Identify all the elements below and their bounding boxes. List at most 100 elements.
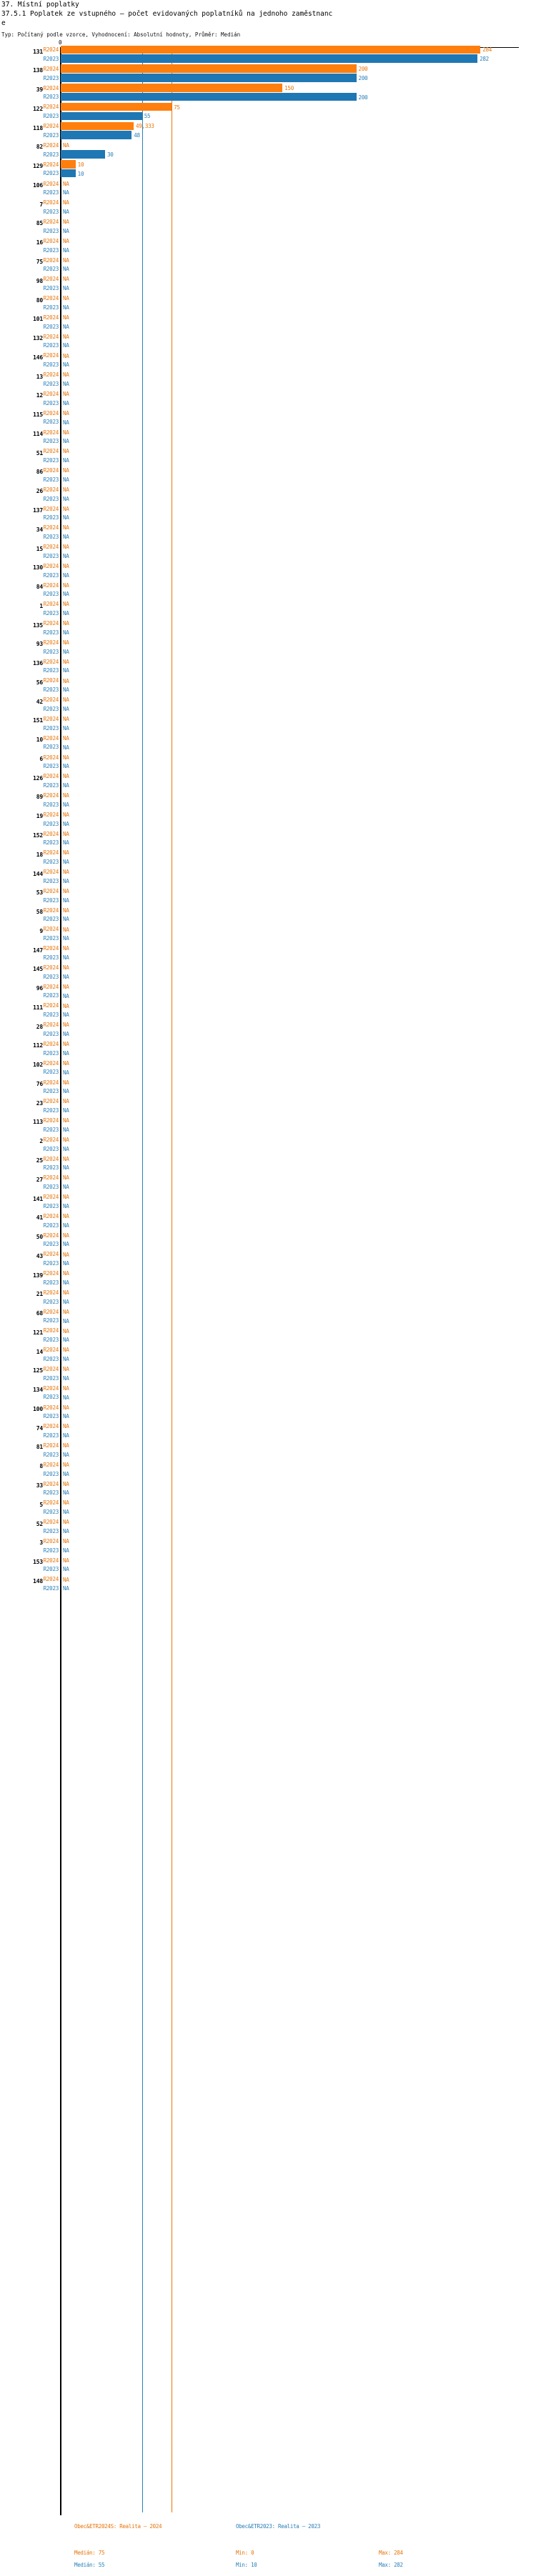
bar-value-label: NA: [63, 371, 69, 379]
series-label: R2024: [43, 715, 59, 722]
bar-value-label: NA: [63, 724, 69, 732]
bar-row-r2023: R2023 NA: [0, 514, 536, 522]
bar-value-label: NA: [63, 1069, 69, 1076]
row-label: 96: [36, 985, 43, 992]
bar[interactable]: [61, 102, 172, 111]
bar-row-r2024: R2024 NA: [0, 868, 536, 877]
bar-row-r2023: R2023 NA: [0, 1068, 536, 1077]
row-label: 86: [36, 469, 43, 476]
bar-row-r2023: R2023 NA: [0, 379, 536, 388]
bar-group: 12 R2024 NA R2023 NA: [0, 389, 536, 408]
bar-group: 21 R2024 NA R2023 NA: [0, 1287, 536, 1307]
bar-value-label: NA: [63, 1184, 69, 1191]
bar[interactable]: [61, 111, 142, 121]
bar-value-label: NA: [63, 495, 69, 502]
series-label: R2023: [43, 323, 59, 330]
bar[interactable]: [61, 84, 283, 92]
series-label: R2023: [43, 897, 59, 904]
bar-row-r2024: R2024 NA: [0, 810, 536, 819]
bar[interactable]: [61, 92, 357, 101]
series-label: R2023: [43, 1030, 59, 1037]
bar-value-label: NA: [63, 1423, 69, 1430]
bar-value-label: NA: [63, 1538, 69, 1544]
bar-value-label: NA: [63, 697, 69, 704]
series-label: R2024: [43, 295, 59, 302]
row-label: 16: [36, 239, 43, 246]
row-label: 98: [36, 277, 43, 284]
series-label: R2023: [43, 419, 59, 426]
row-label: 1: [39, 602, 43, 609]
bar-row-r2024: R2024 NA: [0, 1441, 536, 1449]
series-label: R2023: [43, 801, 59, 808]
bar-group: 43 R2024 NA R2023 NA: [0, 1249, 536, 1268]
series-label: R2024: [43, 46, 59, 54]
series-label: R2024: [43, 1461, 59, 1468]
page-section-title: 37. Místní poplatky: [1, 1, 79, 9]
bar[interactable]: [61, 131, 132, 139]
bar-value-label: NA: [63, 333, 69, 340]
series-label: R2024: [43, 467, 59, 474]
bar-row-r2024: R2024 NA: [0, 1479, 536, 1488]
bar-row-r2024: R2024 NA: [0, 1193, 536, 1202]
bar-row-r2023: R2023 NA: [0, 1202, 536, 1210]
bar-row-r2023: R2023 NA: [0, 1584, 536, 1593]
bar-group: 42 R2024 NA R2023 NA: [0, 694, 536, 714]
bar-value-label: NA: [63, 1164, 69, 1172]
bar-row-r2024: R2024 NA: [0, 829, 536, 838]
bar-row-r2023: R2023 NA: [0, 399, 536, 407]
bar-group: 3 R2024 NA R2023 NA: [0, 1536, 536, 1555]
max-2023: Max: 282: [379, 2562, 403, 2568]
series-label: R2023: [43, 1298, 59, 1305]
bar[interactable]: [61, 169, 76, 178]
series-label: R2024: [43, 1270, 59, 1277]
bar-value-label: NA: [63, 544, 69, 551]
bar-row-r2023: R2023 NA: [0, 1469, 536, 1478]
bar-group: 7 R2024 NA R2023 NA: [0, 197, 536, 216]
series-label: R2023: [43, 1126, 59, 1133]
bar-row-r2024: R2024 NA: [0, 772, 536, 781]
row-label: 41: [36, 1214, 43, 1222]
bar[interactable]: [61, 74, 357, 82]
bar-row-r2023: R2023 NA: [0, 1546, 536, 1554]
bar[interactable]: [61, 54, 478, 63]
series-label: R2023: [43, 304, 59, 311]
bar-row-r2023: R2023 200: [0, 92, 536, 101]
legend-item-2023[interactable]: Obec&ETR2023: Realita – 2023: [236, 2523, 321, 2530]
bar-group: 34 R2024 NA R2023 NA: [0, 522, 536, 541]
bar-value-label: NA: [63, 1012, 69, 1019]
bar-value-label: NA: [63, 1547, 69, 1554]
bar-value-label: NA: [63, 1442, 69, 1449]
bar-row-r2024: R2024 NA: [0, 1364, 536, 1373]
bar-row-r2023: R2023 NA: [0, 207, 536, 216]
bar-row-r2023: R2023 NA: [0, 532, 536, 541]
row-label: 153: [33, 1559, 43, 1566]
series-label: R2024: [43, 1002, 59, 1009]
bar-group: 151 R2024 NA R2023 NA: [0, 714, 536, 733]
bar-value-label: NA: [63, 457, 69, 464]
series-label: R2024: [43, 448, 59, 455]
bar-value-label: NA: [63, 1432, 69, 1439]
series-label: R2023: [43, 705, 59, 712]
bar[interactable]: [61, 150, 106, 159]
series-label: R2024: [43, 142, 59, 149]
bar-value-label: NA: [63, 209, 69, 216]
bar-row-r2023: R2023 NA: [0, 628, 536, 636]
series-label: R2023: [43, 1374, 59, 1382]
bar-row-r2024: R2024 NA: [0, 466, 536, 474]
series-label: R2024: [43, 1059, 59, 1067]
bar-row-r2023: R2023 NA: [0, 246, 536, 254]
bar-group: 101 R2024 NA R2023 NA: [0, 312, 536, 331]
series-label: R2023: [43, 591, 59, 598]
series-label: R2023: [43, 1107, 59, 1114]
bar[interactable]: [61, 64, 357, 73]
bar-value-label: NA: [63, 820, 69, 827]
legend-item-2024[interactable]: Obec&ETR2024S: Realita – 2024: [74, 2523, 162, 2530]
bar[interactable]: [61, 160, 76, 169]
axis-zero-label: 0: [59, 39, 62, 46]
series-label: R2024: [43, 219, 59, 226]
series-label: R2024: [43, 964, 59, 971]
bar-value-label: NA: [63, 391, 69, 398]
bar-row-r2023: R2023 NA: [0, 915, 536, 924]
bar[interactable]: [61, 121, 134, 131]
bar[interactable]: [61, 45, 481, 54]
